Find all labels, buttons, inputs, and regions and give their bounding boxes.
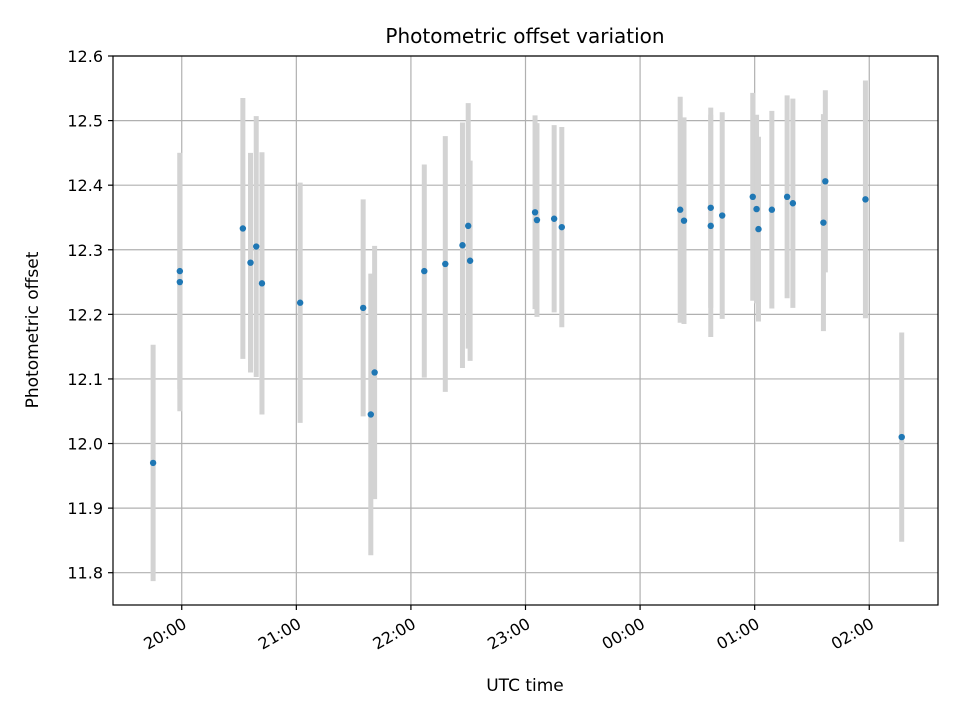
data-point <box>676 206 684 213</box>
data-point <box>753 205 760 213</box>
data-point <box>531 209 539 216</box>
y-tick-label: 12.6 <box>67 47 103 66</box>
y-tick-label: 11.9 <box>67 499 103 518</box>
data-point <box>367 411 375 418</box>
data-point <box>789 200 797 207</box>
data-point <box>239 225 247 232</box>
data-point <box>359 304 367 312</box>
data-point <box>768 206 776 213</box>
data-point <box>176 278 184 286</box>
data-point <box>550 215 558 222</box>
data-point <box>253 243 260 250</box>
y-axis-label: Photometric offset <box>23 251 43 408</box>
y-tick-label: 12.4 <box>67 176 103 195</box>
y-tick-label: 12.0 <box>67 435 103 454</box>
x-axis-label: UTC time <box>486 676 564 696</box>
data-point <box>783 193 791 201</box>
y-tick-label: 12.1 <box>67 370 103 389</box>
y-tick-label: 11.8 <box>67 564 103 583</box>
data-point <box>707 204 714 211</box>
data-point <box>862 196 869 203</box>
data-point <box>533 216 541 224</box>
y-tick-label: 12.2 <box>67 305 103 324</box>
data-point <box>371 369 378 376</box>
data-point <box>558 223 565 231</box>
data-point <box>465 222 472 230</box>
data-point <box>459 242 466 249</box>
data-point <box>247 259 254 266</box>
data-point <box>749 193 756 201</box>
data-point <box>442 260 449 268</box>
data-point <box>755 225 762 233</box>
data-point <box>421 267 428 275</box>
data-point <box>176 267 184 275</box>
data-point <box>149 459 157 467</box>
data-point <box>466 257 474 264</box>
y-tick-label: 12.3 <box>67 241 103 260</box>
data-points <box>149 178 905 467</box>
data-point <box>820 219 827 226</box>
data-point <box>707 222 714 230</box>
data-point <box>719 212 726 219</box>
data-point <box>258 280 266 287</box>
y-tick-label: 12.5 <box>67 112 103 131</box>
data-point <box>296 299 304 306</box>
data-point <box>822 178 829 185</box>
chart-title: Photometric offset variation <box>385 24 664 48</box>
data-point <box>680 217 688 224</box>
data-point <box>898 433 905 441</box>
